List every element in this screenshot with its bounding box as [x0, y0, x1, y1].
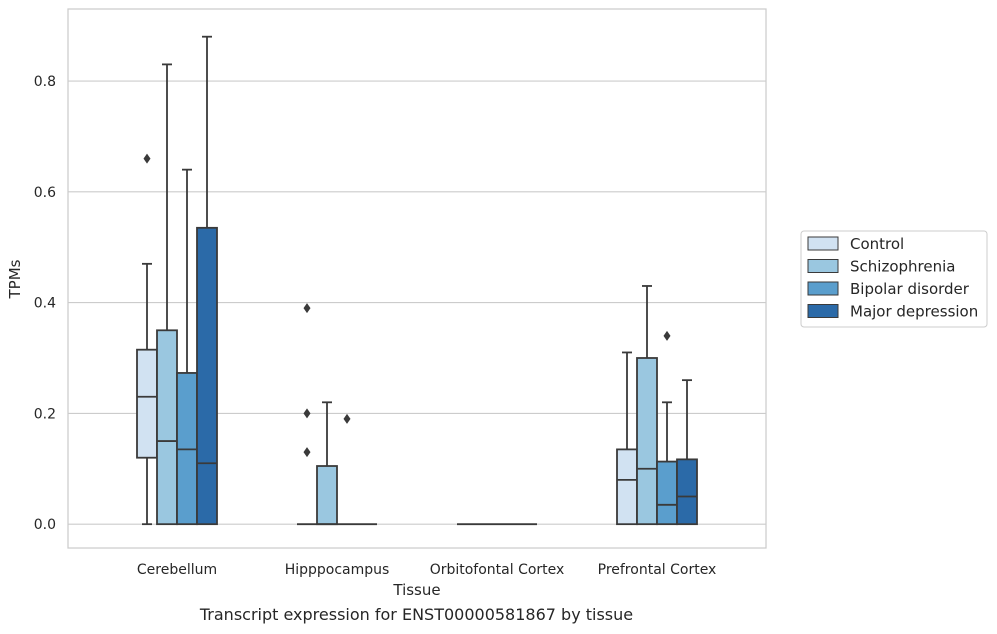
- y-axis-label: TPMs: [6, 259, 24, 299]
- y-tick-labels: 0.0 0.2 0.4 0.6 0.8: [34, 74, 56, 533]
- box-group: [636, 285, 658, 526]
- x-tick-labels: Cerebellum Hipppocampus Orbitofontal Corte…: [137, 562, 716, 578]
- outlier-marker: [303, 408, 311, 419]
- outlier-marker: [663, 330, 671, 341]
- chart-caption: Transcript expression for ENST0000058186…: [199, 605, 634, 624]
- box-series: [136, 35, 698, 526]
- box-body: [136, 348, 158, 459]
- legend-swatch: [807, 259, 839, 273]
- legend-swatch: [807, 236, 839, 251]
- legend: Control Schizophrenia Bipolar disorder Majo…: [800, 230, 988, 328]
- box-body: [656, 460, 678, 526]
- box-body: [636, 357, 658, 526]
- legend-label: Schizophrenia: [850, 258, 955, 276]
- x-tick-label: Orbitofontal Cortex: [430, 562, 565, 578]
- legend-label: Bipolar disorder: [850, 280, 970, 298]
- outlier-marker: [143, 153, 151, 164]
- box-group: [337, 413, 357, 526]
- box-group: [136, 153, 158, 526]
- x-tick-label: Hipppocampus: [285, 562, 390, 578]
- x-tick-label: Cerebellum: [137, 562, 217, 578]
- box-group: [676, 379, 698, 526]
- box-group: [297, 303, 317, 526]
- box-group: [656, 330, 678, 526]
- x-tick-label: Prefrontal Cortex: [598, 562, 717, 578]
- box-body: [196, 226, 218, 526]
- legend-label: Major depression: [850, 303, 978, 321]
- outlier-marker: [343, 413, 351, 424]
- y-tick-label: 0.2: [34, 406, 56, 422]
- x-axis-label: Tissue: [392, 581, 440, 599]
- box-body: [676, 458, 698, 526]
- legend-label: Control: [850, 235, 904, 253]
- y-tick-label: 0.4: [34, 296, 56, 312]
- plot-frame: [67, 8, 767, 549]
- y-tick-label: 0.6: [34, 185, 56, 201]
- outlier-marker: [303, 447, 311, 458]
- outlier-marker: [303, 303, 311, 314]
- legend-swatch: [807, 281, 839, 296]
- legend-frame: [800, 230, 988, 328]
- legend-swatch: [807, 304, 839, 318]
- box-group: [196, 35, 218, 526]
- box-body: [616, 448, 638, 526]
- box-body: [156, 329, 178, 526]
- box-group: [316, 401, 338, 526]
- box-body: [316, 465, 338, 526]
- y-tick-label: 0.8: [34, 74, 56, 90]
- y-tick-label: 0.0: [34, 517, 56, 533]
